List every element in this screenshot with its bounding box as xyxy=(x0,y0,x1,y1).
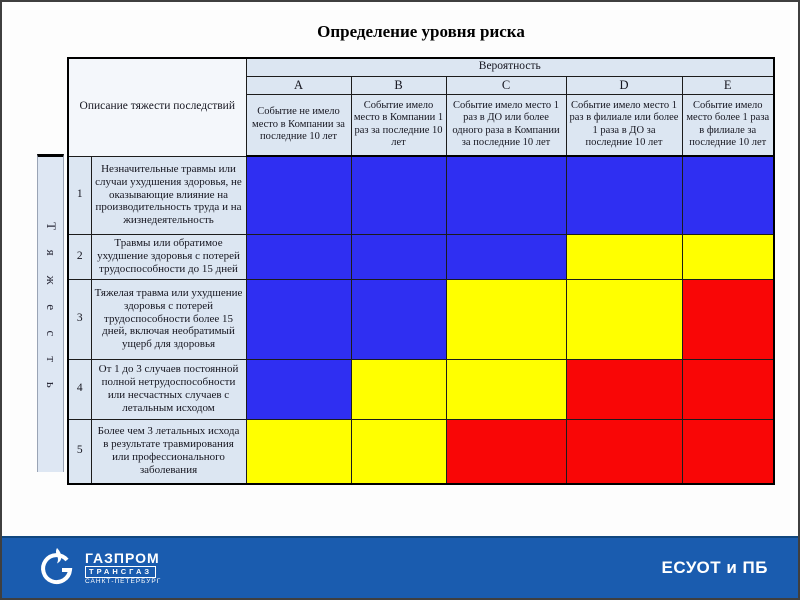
risk-cell-1A-blue xyxy=(245,155,352,235)
probability-col-letter: B xyxy=(350,75,447,95)
risk-matrix-table: Описание тяжести последствий Вероятность… xyxy=(67,57,775,485)
risk-cell-2A-blue xyxy=(245,233,352,280)
probability-col-letter: D xyxy=(565,75,683,95)
risk-cell-4B-yellow xyxy=(350,358,447,420)
severity-row-description: Тяжелая травма или ухудшение здоровья с … xyxy=(90,278,247,360)
logo-line-city: САНКТ-ПЕТЕРБУРГ xyxy=(85,577,162,585)
severity-axis-strip: Тяжесть xyxy=(37,154,64,472)
risk-cell-3B-blue xyxy=(350,278,447,360)
page-title: Определение уровня риска xyxy=(317,22,525,41)
probability-col-description: Событие не имело место в Компании за пос… xyxy=(245,93,352,157)
logo-line-gazprom: ГАЗПРОМ xyxy=(85,550,160,566)
risk-cell-5A-yellow xyxy=(245,418,352,485)
table-row: 3 Тяжелая травма или ухудшение здоровья с… xyxy=(67,278,775,360)
probability-col-letter: C xyxy=(445,75,567,95)
table-row: 2 Травмы или обратимое ухудшение здоровья… xyxy=(67,233,775,280)
probability-col-description: Событие имело место в Компании 1 раз за … xyxy=(350,93,447,157)
risk-cell-4E-red xyxy=(681,358,775,420)
severity-axis-label: Тяжесть xyxy=(43,221,59,408)
risk-cell-1E-blue xyxy=(681,155,775,235)
risk-cell-4D-red xyxy=(565,358,683,420)
probability-descriptions-row: Событие не имело место в Компании за пос… xyxy=(68,93,775,157)
risk-cell-3C-yellow xyxy=(445,278,567,360)
risk-cell-2D-yellow xyxy=(565,233,683,280)
table-row: 5 Более чем 3 летальных исхода в результа… xyxy=(67,418,775,485)
severity-row-number: 2 xyxy=(67,233,92,280)
severity-row-description: От 1 до 3 случаев постоянной полной нетр… xyxy=(90,358,247,420)
severity-row-description: Незначительные травмы или случаи ухудшен… xyxy=(90,155,247,235)
gazprom-logo-text: ГАЗПРОМ ТРАНСГАЗ САНКТ-ПЕТЕРБУРГ xyxy=(85,551,161,585)
severity-row-description: Более чем 3 летальных исхода в результат… xyxy=(90,418,247,485)
risk-cell-5D-red xyxy=(565,418,683,485)
severity-row-number: 3 xyxy=(67,278,92,360)
risk-cell-3A-blue xyxy=(245,278,352,360)
probability-col-description: Событие имело место более 1 раза в филиа… xyxy=(681,93,775,157)
footer-banner: ГАЗПРОМ ТРАНСГАЗ САНКТ-ПЕТЕРБУРГ ЕСУОТ и… xyxy=(2,536,798,598)
table-row: 4 От 1 до 3 случаев постоянной полной нет… xyxy=(67,358,775,420)
risk-cell-1D-blue xyxy=(565,155,683,235)
gazprom-logo: ГАЗПРОМ ТРАНСГАЗ САНКТ-ПЕТЕРБУРГ xyxy=(36,547,161,589)
severity-row-description: Травмы или обратимое ухудшение здоровья … xyxy=(90,233,247,280)
risk-cell-2B-blue xyxy=(350,233,447,280)
risk-cell-2E-yellow xyxy=(681,233,775,280)
table-row: 1 Незначительные травмы или случаи ухудше… xyxy=(67,155,775,235)
logo-line-transgaz: ТРАНСГАЗ xyxy=(85,566,157,578)
severity-row-number: 5 xyxy=(67,418,92,485)
risk-cell-5E-red xyxy=(681,418,775,485)
severity-header: Описание тяжести последствий xyxy=(67,57,247,157)
probability-col-description: Событие имело место 1 раз в филиале или … xyxy=(565,93,683,157)
probability-header: Вероятность xyxy=(245,57,775,77)
risk-cell-1B-blue xyxy=(350,155,447,235)
risk-cell-4A-blue xyxy=(245,358,352,420)
severity-row-number: 4 xyxy=(67,358,92,420)
severity-row-number: 1 xyxy=(67,155,92,235)
probability-col-letter: E xyxy=(681,75,775,95)
probability-col-letter: A xyxy=(245,75,352,95)
footer-label: ЕСУОТ и ПБ xyxy=(661,558,768,577)
probability-col-description: Событие имело место 1 раз в ДО или более… xyxy=(445,93,567,157)
risk-matrix-body: 1 Незначительные травмы или случаи ухудше… xyxy=(67,155,775,485)
risk-cell-5C-red xyxy=(445,418,567,485)
risk-cell-5B-yellow xyxy=(350,418,447,485)
risk-cell-1C-blue xyxy=(445,155,567,235)
risk-cell-3E-red xyxy=(681,278,775,360)
gazprom-flame-icon xyxy=(41,548,73,585)
risk-cell-3D-yellow xyxy=(565,278,683,360)
risk-cell-4C-yellow xyxy=(445,358,567,420)
risk-cell-2C-blue xyxy=(445,233,567,280)
